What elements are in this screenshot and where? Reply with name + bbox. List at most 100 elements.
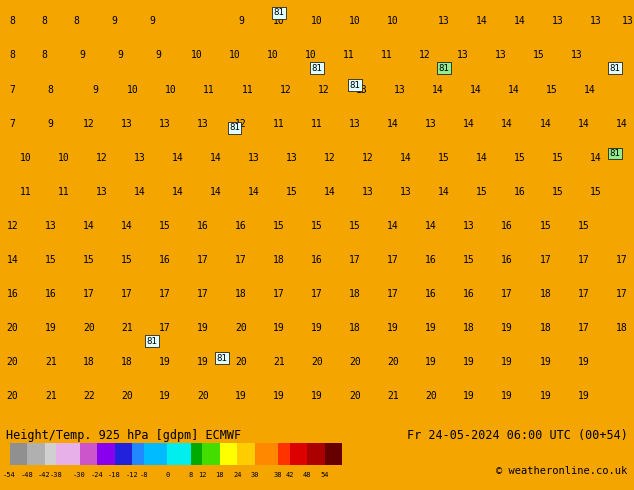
Text: 18: 18: [349, 323, 361, 333]
Text: 14: 14: [540, 119, 551, 129]
Text: 8: 8: [41, 50, 48, 60]
Text: 19: 19: [463, 392, 475, 401]
Text: 14: 14: [83, 221, 94, 231]
Text: 18: 18: [216, 472, 224, 478]
Text: 9: 9: [155, 50, 162, 60]
Text: 19: 19: [463, 357, 475, 368]
Text: 15: 15: [476, 187, 488, 197]
Text: 10: 10: [229, 50, 240, 60]
Text: 42: 42: [285, 472, 294, 478]
Text: 81: 81: [350, 81, 360, 90]
Text: 15: 15: [159, 221, 171, 231]
Text: 14: 14: [584, 84, 595, 95]
Text: 12: 12: [235, 119, 247, 129]
Text: 14: 14: [476, 16, 488, 26]
Text: 19: 19: [159, 357, 171, 368]
Text: 19: 19: [540, 392, 551, 401]
Text: 14: 14: [210, 153, 221, 163]
Text: 15: 15: [546, 84, 557, 95]
Text: 18: 18: [273, 255, 285, 265]
Text: © weatheronline.co.uk: © weatheronline.co.uk: [496, 466, 628, 476]
Text: -18: -18: [108, 472, 121, 478]
Text: 14: 14: [387, 221, 399, 231]
Text: 13: 13: [552, 16, 564, 26]
Text: 14: 14: [7, 255, 18, 265]
Text: 17: 17: [578, 255, 589, 265]
Text: 9: 9: [92, 84, 98, 95]
Text: 14: 14: [514, 16, 526, 26]
Text: 20: 20: [121, 392, 133, 401]
Bar: [10, 443, 27, 465]
Text: 16: 16: [514, 187, 526, 197]
Text: 14: 14: [438, 187, 450, 197]
Text: 17: 17: [197, 255, 209, 265]
Text: 13: 13: [571, 50, 583, 60]
Text: 19: 19: [501, 392, 513, 401]
Text: 16: 16: [159, 255, 171, 265]
Text: 16: 16: [197, 221, 209, 231]
Text: 10: 10: [165, 84, 177, 95]
Text: 12: 12: [324, 153, 335, 163]
Text: 13: 13: [197, 119, 209, 129]
Text: 13: 13: [495, 50, 507, 60]
Text: 17: 17: [235, 255, 247, 265]
Text: 16: 16: [425, 255, 437, 265]
Text: 11: 11: [381, 50, 392, 60]
Text: 21: 21: [45, 357, 56, 368]
Text: 14: 14: [501, 119, 513, 129]
Text: 15: 15: [438, 153, 450, 163]
Text: 15: 15: [83, 255, 94, 265]
Text: -8: -8: [139, 472, 148, 478]
Text: 20: 20: [349, 392, 361, 401]
Bar: [132, 443, 144, 465]
Bar: [237, 443, 255, 465]
Text: 14: 14: [172, 187, 183, 197]
Text: 15: 15: [590, 187, 602, 197]
Text: 81: 81: [147, 337, 157, 345]
Text: 38: 38: [274, 472, 282, 478]
Text: 14: 14: [476, 153, 488, 163]
Text: 13: 13: [159, 119, 171, 129]
Text: 22: 22: [83, 392, 94, 401]
Text: 12: 12: [280, 84, 291, 95]
Bar: [278, 443, 290, 465]
Text: 20: 20: [425, 392, 437, 401]
Text: 10: 10: [273, 16, 285, 26]
Text: 20: 20: [197, 392, 209, 401]
Text: 10: 10: [349, 16, 361, 26]
Text: 10: 10: [127, 84, 139, 95]
Text: 15: 15: [121, 255, 133, 265]
Text: 9: 9: [238, 16, 244, 26]
Text: 15: 15: [311, 221, 323, 231]
Text: 15: 15: [286, 187, 297, 197]
Text: 9: 9: [79, 50, 86, 60]
Text: 21: 21: [273, 357, 285, 368]
Text: 20: 20: [235, 323, 247, 333]
Text: 17: 17: [578, 323, 589, 333]
Text: -42: -42: [38, 472, 51, 478]
Text: 14: 14: [590, 153, 602, 163]
Bar: [325, 443, 342, 465]
Text: 15: 15: [552, 187, 564, 197]
Text: 21: 21: [387, 392, 399, 401]
Text: 19: 19: [501, 323, 513, 333]
Text: 13: 13: [356, 84, 367, 95]
Text: 20: 20: [7, 392, 18, 401]
Text: 16: 16: [311, 255, 323, 265]
Text: 14: 14: [425, 221, 437, 231]
Text: 8: 8: [73, 16, 79, 26]
Text: 14: 14: [508, 84, 519, 95]
Text: 19: 19: [578, 357, 589, 368]
Text: 81: 81: [217, 354, 227, 363]
Text: 9: 9: [48, 119, 54, 129]
Text: 13: 13: [425, 119, 437, 129]
Text: 19: 19: [273, 392, 285, 401]
Text: 21: 21: [45, 392, 56, 401]
Text: 11: 11: [20, 187, 31, 197]
Text: 19: 19: [197, 357, 209, 368]
Text: 17: 17: [311, 289, 323, 299]
Text: 13: 13: [96, 187, 107, 197]
Text: 12: 12: [83, 119, 94, 129]
Text: 16: 16: [45, 289, 56, 299]
Text: 13: 13: [400, 187, 411, 197]
